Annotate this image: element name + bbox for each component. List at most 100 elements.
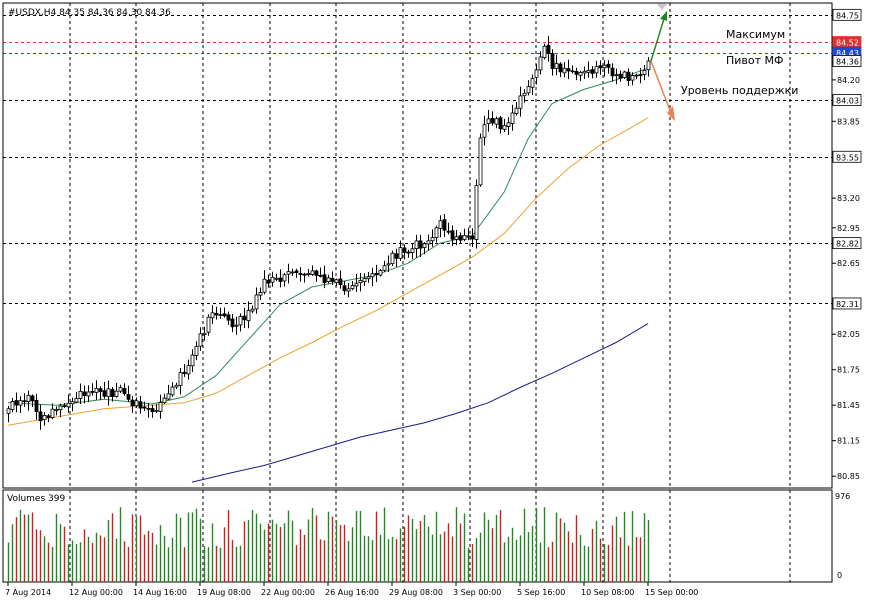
candle [354, 273, 359, 293]
candle [146, 402, 151, 418]
symbol-header: #USDX,H4 84.35 84.36 84.30 84.36 [8, 8, 171, 18]
candle [266, 274, 271, 288]
candle [550, 49, 555, 76]
candle [490, 111, 495, 126]
candle [418, 234, 423, 258]
annotations: Максимум Пивот МФ Уровень поддержки [681, 28, 798, 97]
candle [466, 227, 471, 241]
candle [54, 406, 59, 416]
candle [526, 80, 531, 96]
candle [234, 316, 239, 335]
time-tick-label: 19 Aug 08:00 [197, 588, 251, 597]
candle [618, 70, 623, 82]
candle [222, 307, 227, 318]
volume-panel[interactable]: Volumes 399 976 0 [2, 489, 850, 583]
volume-tick-label: 0 [837, 571, 842, 580]
candle [450, 225, 455, 246]
down-arrow [650, 60, 675, 122]
candle [558, 62, 563, 78]
candle [298, 267, 303, 282]
annotation-max: Максимум [726, 28, 785, 41]
candle [126, 385, 131, 403]
candle [350, 280, 355, 291]
candle [390, 250, 395, 266]
candle [290, 268, 295, 276]
candle [250, 305, 255, 314]
price-label-plain: 84.75 [832, 8, 862, 21]
volume-axis: 976 0 [835, 492, 850, 580]
candle [426, 234, 431, 251]
candle [282, 273, 287, 287]
price-tick-label: 81.15 [837, 437, 860, 446]
time-axis: 7 Aug 2014 12 Aug 00:00 14 Aug 16:00 19 Aug… [5, 582, 698, 597]
candle [638, 67, 643, 84]
price-tick-label: 80.85 [837, 472, 860, 481]
candle [246, 301, 251, 329]
candle [442, 214, 447, 237]
candle [334, 278, 339, 287]
volume-tick-label: 976 [835, 492, 850, 501]
candle [406, 249, 411, 258]
price-label-text: 83.55 [836, 153, 859, 162]
candle [430, 229, 435, 247]
candle [14, 392, 19, 413]
candle [190, 349, 195, 372]
price-panel[interactable]: Максимум Пивот МФ Уровень поддержки #USDX,… [2, 2, 833, 489]
candle [382, 260, 387, 273]
candle [574, 67, 579, 81]
candle [118, 384, 123, 393]
candle [338, 270, 343, 289]
candle [446, 222, 451, 235]
time-tick-label: 10 Sep 08:00 [581, 588, 634, 597]
candle [622, 70, 627, 79]
candle [210, 305, 215, 324]
candle [34, 393, 39, 420]
candle [98, 386, 103, 401]
candle [534, 64, 539, 85]
candle [506, 117, 511, 135]
candle [130, 396, 135, 413]
volume-bars [7, 507, 650, 582]
candle [542, 43, 547, 60]
price-label-current: 84.36 [832, 55, 862, 67]
candle [582, 66, 587, 80]
candle [346, 282, 351, 298]
candle [522, 89, 527, 103]
candle [262, 270, 267, 295]
candle [386, 255, 391, 272]
candle [598, 60, 603, 75]
candle [46, 414, 51, 423]
scroll-marker[interactable] [657, 4, 667, 10]
candle [398, 240, 403, 261]
candle [270, 271, 275, 287]
time-tick-label: 7 Aug 2014 [5, 588, 51, 597]
ma-line-mid [7, 117, 649, 426]
candle [470, 228, 475, 247]
candle [6, 405, 11, 423]
candle [518, 86, 523, 117]
time-tick-label: 14 Aug 16:00 [133, 588, 187, 597]
candle [174, 382, 179, 390]
candle [462, 228, 467, 242]
candle [142, 401, 147, 411]
candle [566, 59, 571, 80]
candle [358, 273, 363, 292]
price-label-text: 84.36 [836, 57, 859, 66]
candle [434, 225, 439, 243]
candle [198, 327, 203, 351]
candle [26, 390, 31, 411]
direction-arrows [650, 10, 675, 122]
candle [614, 68, 619, 85]
price-label-plain: 82.82 [832, 237, 862, 250]
candle [18, 396, 23, 414]
candle [310, 265, 315, 276]
candle [242, 307, 247, 328]
candle [178, 367, 183, 395]
candle [514, 101, 519, 116]
candle [22, 393, 27, 407]
up-arrow [650, 10, 667, 62]
candle [362, 273, 367, 286]
candle [554, 54, 559, 75]
time-tick-label: 3 Sep 00:00 [453, 588, 501, 597]
